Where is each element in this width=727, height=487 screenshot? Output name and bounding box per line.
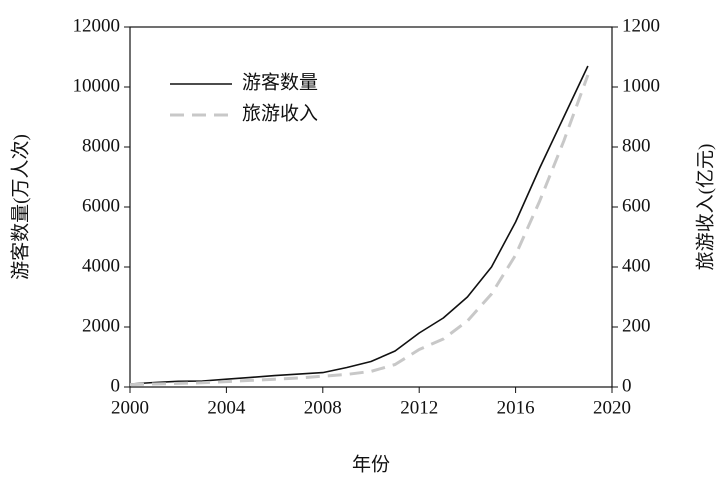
- x-tick-label: 2000: [111, 397, 149, 418]
- x-tick-label: 2008: [304, 397, 342, 418]
- y2-axis-title: 旅游收入(亿元): [694, 144, 716, 271]
- y-tick-label: 10000: [73, 75, 121, 96]
- x-tick-label: 2020: [593, 397, 631, 418]
- y-tick-label: 8000: [82, 135, 120, 156]
- y-axis-title: 游客数量(万人次): [9, 134, 31, 280]
- x-tick-label: 2012: [400, 397, 438, 418]
- legend-label: 游客数量: [242, 71, 318, 93]
- y2-tick-label: 1200: [622, 15, 660, 36]
- y2-tick-label: 400: [622, 255, 651, 276]
- line-series: [129, 65, 589, 385]
- x-tick-label: 2004: [207, 397, 246, 418]
- y2-tick-label: 800: [622, 135, 651, 156]
- y-tick-label: 6000: [82, 195, 120, 216]
- y-tick-label: 12000: [73, 15, 121, 36]
- y-tick-label: 2000: [82, 315, 120, 336]
- y-tick-label: 0: [111, 375, 121, 396]
- y-tick-label: 4000: [82, 255, 120, 276]
- x-tick-label: 2016: [497, 397, 535, 418]
- x-axis-title: 年份: [352, 453, 390, 475]
- y2-tick-label: 0: [622, 375, 632, 396]
- y2-tick-label: 200: [622, 315, 651, 336]
- legend-label: 旅游收入: [242, 102, 318, 124]
- line-series: [129, 74, 590, 387]
- plot-frame: [129, 26, 613, 388]
- y2-tick-label: 1000: [622, 75, 660, 96]
- y2-tick-label: 600: [622, 195, 651, 216]
